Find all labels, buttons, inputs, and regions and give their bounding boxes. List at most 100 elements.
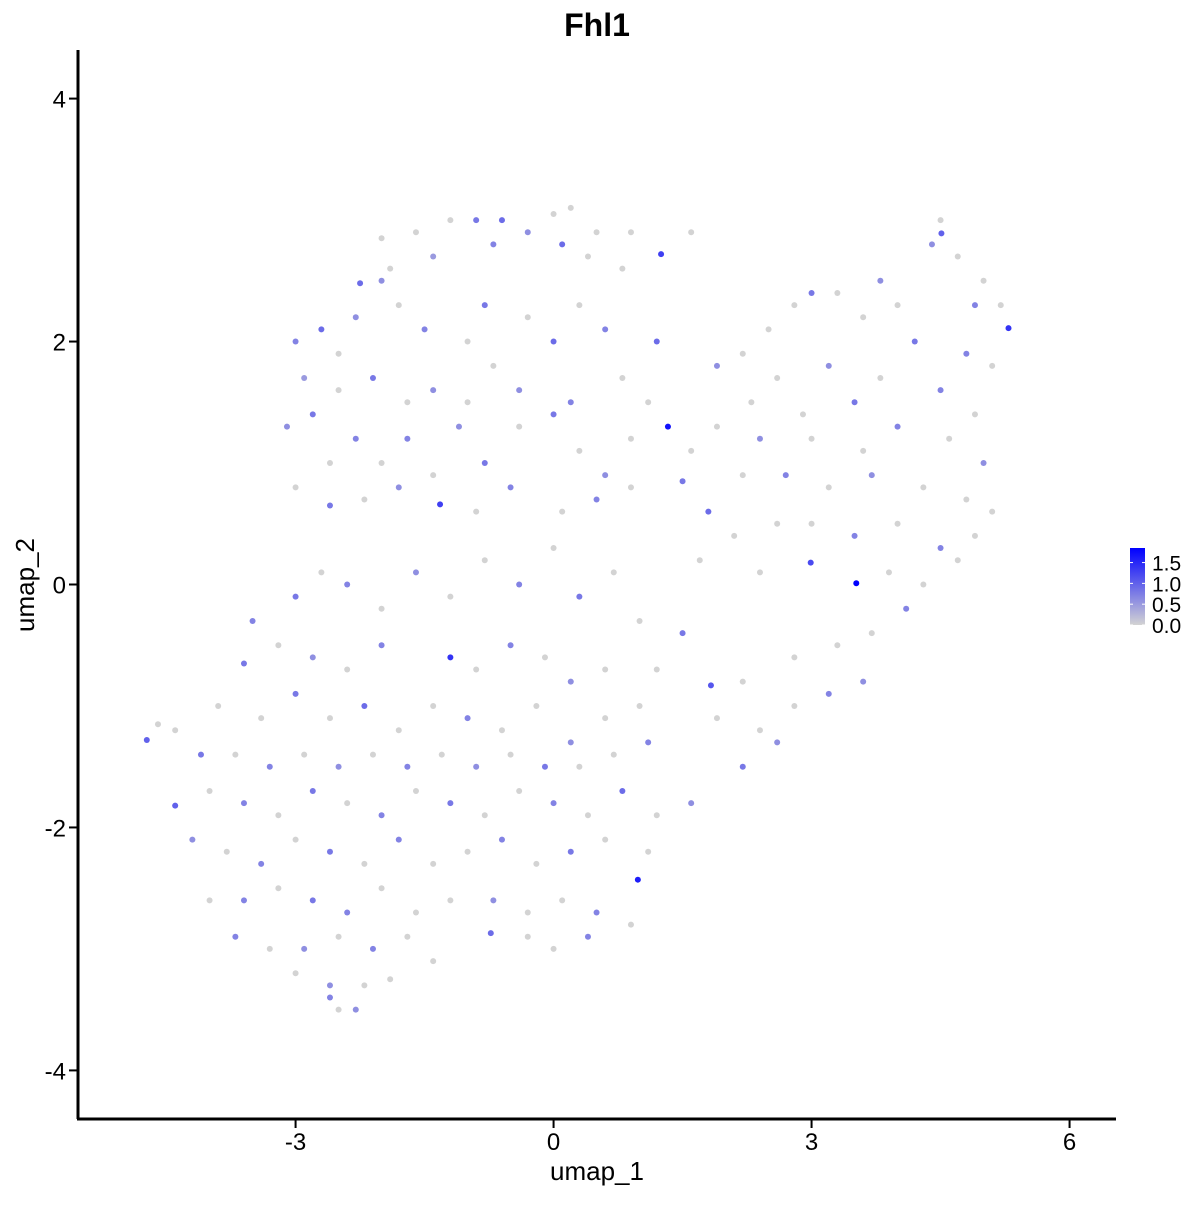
cell-point <box>791 654 798 661</box>
cell-point <box>447 897 454 904</box>
cell-point <box>782 472 789 479</box>
cell-point <box>481 302 488 309</box>
cell-point <box>946 435 953 442</box>
cell-point <box>473 763 480 770</box>
cell-point <box>765 326 772 333</box>
cell-point <box>524 909 531 916</box>
cell-point <box>292 970 299 977</box>
cell-point <box>369 374 376 381</box>
cell-point <box>395 302 402 309</box>
cell-point <box>378 885 385 892</box>
cell-point <box>808 520 815 527</box>
cell-point <box>636 617 643 624</box>
cell-point <box>593 496 600 503</box>
cell-point <box>240 660 247 667</box>
cell-point <box>834 289 841 296</box>
cell-point <box>877 277 884 284</box>
cell-point <box>283 423 290 430</box>
cell-point <box>980 460 987 467</box>
y-tick-label: -2 <box>45 815 66 842</box>
cell-point <box>143 736 150 743</box>
cell-point <box>404 763 411 770</box>
cell-point <box>524 229 531 236</box>
cell-point <box>576 302 583 309</box>
cell-point <box>971 532 978 539</box>
cell-point <box>292 593 299 600</box>
cell-point <box>739 472 746 479</box>
cell-point <box>378 812 385 819</box>
cell-point <box>653 666 660 673</box>
cell-point <box>412 229 419 236</box>
cell-point <box>602 326 609 333</box>
cell-point <box>576 763 583 770</box>
cell-point <box>275 885 282 892</box>
cell-point <box>490 362 497 369</box>
cell-point <box>567 739 574 746</box>
cell-point <box>853 580 860 587</box>
cell-point <box>911 338 918 345</box>
colorbar-legend: 0.00.51.01.5 <box>1130 548 1181 638</box>
cell-point <box>860 314 867 321</box>
cell-point <box>378 277 385 284</box>
cell-point <box>369 751 376 758</box>
cell-point <box>559 241 566 248</box>
cell-point <box>352 1006 359 1013</box>
cell-point <box>318 326 325 333</box>
cell-point <box>997 302 1004 309</box>
cell-point <box>464 399 471 406</box>
cell-point <box>309 654 316 661</box>
cell-point <box>361 702 368 709</box>
cell-point <box>602 836 609 843</box>
cell-point <box>593 909 600 916</box>
cell-point <box>533 702 540 709</box>
cell-point <box>825 484 832 491</box>
cell-point <box>774 520 781 527</box>
cell-point <box>576 593 583 600</box>
cell-point <box>412 569 419 576</box>
cell-point <box>739 763 746 770</box>
cell-point <box>928 241 935 248</box>
cell-point <box>636 702 643 709</box>
cell-point <box>713 423 720 430</box>
cell-point <box>378 460 385 467</box>
colorbar-label: 0.5 <box>1152 594 1181 617</box>
x-tick-label: 0 <box>547 1129 560 1156</box>
cell-point <box>937 217 944 224</box>
cell-point <box>688 800 695 807</box>
cell-point <box>223 848 230 855</box>
cell-point <box>378 605 385 612</box>
cell-point <box>602 715 609 722</box>
cell-point <box>357 280 364 287</box>
y-tick-label: -4 <box>45 1058 66 1085</box>
cell-point <box>215 702 222 709</box>
cell-point <box>567 678 574 685</box>
cell-point <box>335 350 342 357</box>
cell-point <box>602 666 609 673</box>
cell-point <box>619 788 626 795</box>
cell-point <box>860 447 867 454</box>
cell-point <box>774 739 781 746</box>
cell-point <box>688 447 695 454</box>
cell-point <box>326 460 333 467</box>
cell-point <box>335 763 342 770</box>
cell-point <box>481 557 488 564</box>
cell-point <box>395 484 402 491</box>
cell-point <box>412 909 419 916</box>
cell-point <box>541 763 548 770</box>
cell-point <box>464 338 471 345</box>
cell-point <box>240 800 247 807</box>
cell-point <box>378 235 385 242</box>
cell-point <box>487 930 494 937</box>
cell-point <box>645 739 652 746</box>
cell-point <box>326 502 333 509</box>
cell-point <box>920 484 927 491</box>
cell-point <box>361 860 368 867</box>
cell-point <box>430 860 437 867</box>
cell-point <box>533 860 540 867</box>
colorbar-label: 1.0 <box>1152 573 1181 596</box>
cell-point <box>894 302 901 309</box>
cell-point <box>154 721 161 728</box>
cell-point <box>206 788 213 795</box>
cell-point <box>971 411 978 418</box>
